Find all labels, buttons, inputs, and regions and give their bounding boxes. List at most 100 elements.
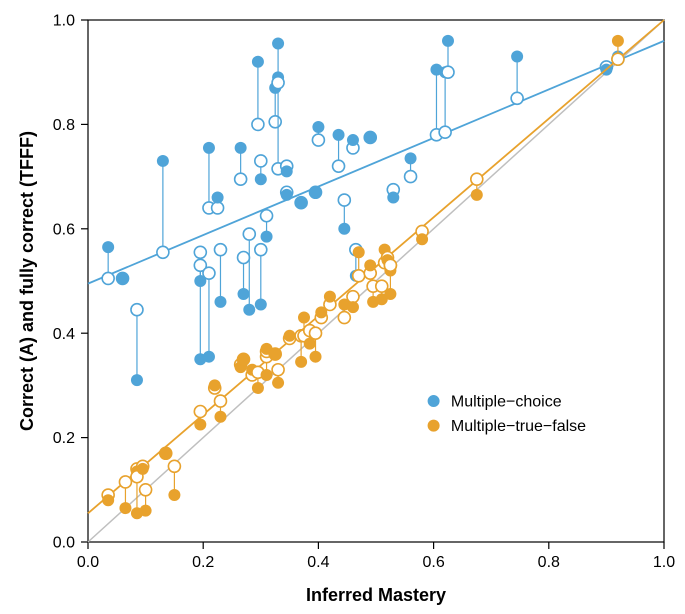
- point-filled-mtf: [272, 377, 284, 389]
- point-filled-mc: [255, 298, 267, 310]
- legend-marker-mtf: [428, 420, 440, 432]
- point-filled-mtf: [416, 233, 428, 245]
- point-filled-mtf: [140, 505, 152, 517]
- point-filled-mc: [117, 272, 129, 284]
- point-filled-mc: [310, 186, 322, 198]
- point-open-mc: [405, 171, 417, 183]
- point-open-mtf: [310, 327, 322, 339]
- point-filled-mc: [238, 288, 250, 300]
- point-filled-mtf: [194, 419, 206, 431]
- point-filled-mtf: [102, 494, 114, 506]
- point-filled-mc: [243, 304, 255, 316]
- x-tick-label: 0.2: [192, 554, 214, 571]
- x-tick-label: 0.0: [77, 554, 99, 571]
- x-tick-label: 1.0: [653, 554, 675, 571]
- y-tick-label: 0.6: [53, 221, 75, 238]
- point-filled-mc: [511, 51, 523, 63]
- point-open-mc: [203, 267, 215, 279]
- x-axis-label: Inferred Mastery: [306, 585, 446, 605]
- point-filled-mtf: [324, 291, 336, 303]
- y-tick-label: 0.4: [53, 326, 75, 343]
- point-open-mtf: [471, 173, 483, 185]
- legend-label-mc: Multiple−choice: [451, 394, 562, 411]
- point-open-mtf: [347, 291, 359, 303]
- point-filled-mc: [442, 35, 454, 47]
- point-filled-mtf: [364, 259, 376, 271]
- point-open-mc: [333, 160, 345, 172]
- point-open-mc: [235, 173, 247, 185]
- point-filled-mtf: [353, 246, 365, 258]
- point-filled-mtf: [298, 312, 310, 324]
- y-tick-label: 0.0: [53, 535, 75, 552]
- point-open-mtf: [140, 484, 152, 496]
- point-filled-mtf: [168, 489, 180, 501]
- point-open-mtf: [214, 395, 226, 407]
- x-tick-label: 0.8: [538, 554, 560, 571]
- point-open-mc: [131, 304, 143, 316]
- point-open-mc: [255, 244, 267, 256]
- point-filled-mc: [252, 56, 264, 68]
- point-filled-mc: [255, 173, 267, 185]
- point-open-mc: [272, 77, 284, 89]
- point-filled-mtf: [261, 369, 273, 381]
- point-open-mc: [511, 92, 523, 104]
- x-tick-label: 0.6: [422, 554, 444, 571]
- point-open-mtf: [272, 364, 284, 376]
- point-open-mc: [442, 66, 454, 78]
- point-open-mtf: [168, 460, 180, 472]
- point-open-mtf: [119, 476, 131, 488]
- point-open-mc: [439, 126, 451, 138]
- point-filled-mc: [333, 129, 345, 141]
- legend-marker-mc: [428, 395, 440, 407]
- point-filled-mtf: [119, 502, 131, 514]
- legend-label-mtf: Multiple−true−false: [451, 418, 586, 435]
- point-filled-mtf: [252, 382, 264, 394]
- point-filled-mtf: [295, 356, 307, 368]
- point-filled-mc: [235, 142, 247, 154]
- point-open-mtf: [194, 406, 206, 418]
- point-filled-mc: [212, 191, 224, 203]
- point-filled-mtf: [214, 411, 226, 423]
- point-filled-mc: [214, 296, 226, 308]
- point-open-mc: [312, 134, 324, 146]
- point-open-mtf: [612, 53, 624, 65]
- point-open-mc: [255, 155, 267, 167]
- point-open-mc: [269, 116, 281, 128]
- point-open-mc: [252, 118, 264, 130]
- y-axis-label: Correct (A) and fully correct (TFFF): [17, 131, 37, 431]
- point-filled-mtf: [347, 301, 359, 313]
- point-open-mc: [338, 194, 350, 206]
- point-filled-mc: [338, 223, 350, 235]
- point-filled-mc: [203, 142, 215, 154]
- point-open-mc: [238, 252, 250, 264]
- point-filled-mc: [387, 191, 399, 203]
- point-open-mc: [212, 202, 224, 214]
- y-tick-label: 0.2: [53, 430, 75, 447]
- point-open-mc: [194, 246, 206, 258]
- point-filled-mc: [312, 121, 324, 133]
- point-filled-mc: [203, 351, 215, 363]
- point-open-mtf: [353, 270, 365, 282]
- point-filled-mc: [272, 37, 284, 49]
- point-filled-mc: [281, 165, 293, 177]
- point-filled-mtf: [384, 288, 396, 300]
- point-filled-mc: [281, 189, 293, 201]
- point-filled-mc: [347, 134, 359, 146]
- y-tick-label: 0.8: [53, 117, 75, 134]
- point-filled-mtf: [612, 35, 624, 47]
- point-filled-mc: [131, 374, 143, 386]
- point-filled-mtf: [137, 463, 149, 475]
- y-tick-label: 1.0: [53, 13, 75, 30]
- point-filled-mtf: [160, 447, 172, 459]
- point-open-mc: [214, 244, 226, 256]
- point-open-mtf: [338, 312, 350, 324]
- point-filled-mtf: [284, 330, 296, 342]
- point-filled-mc: [261, 231, 273, 243]
- point-filled-mc: [364, 131, 376, 143]
- point-filled-mtf: [269, 348, 281, 360]
- point-filled-mtf: [238, 353, 250, 365]
- point-filled-mc: [102, 241, 114, 253]
- point-open-mc: [243, 228, 255, 240]
- point-open-mc: [102, 272, 114, 284]
- point-filled-mtf: [209, 379, 221, 391]
